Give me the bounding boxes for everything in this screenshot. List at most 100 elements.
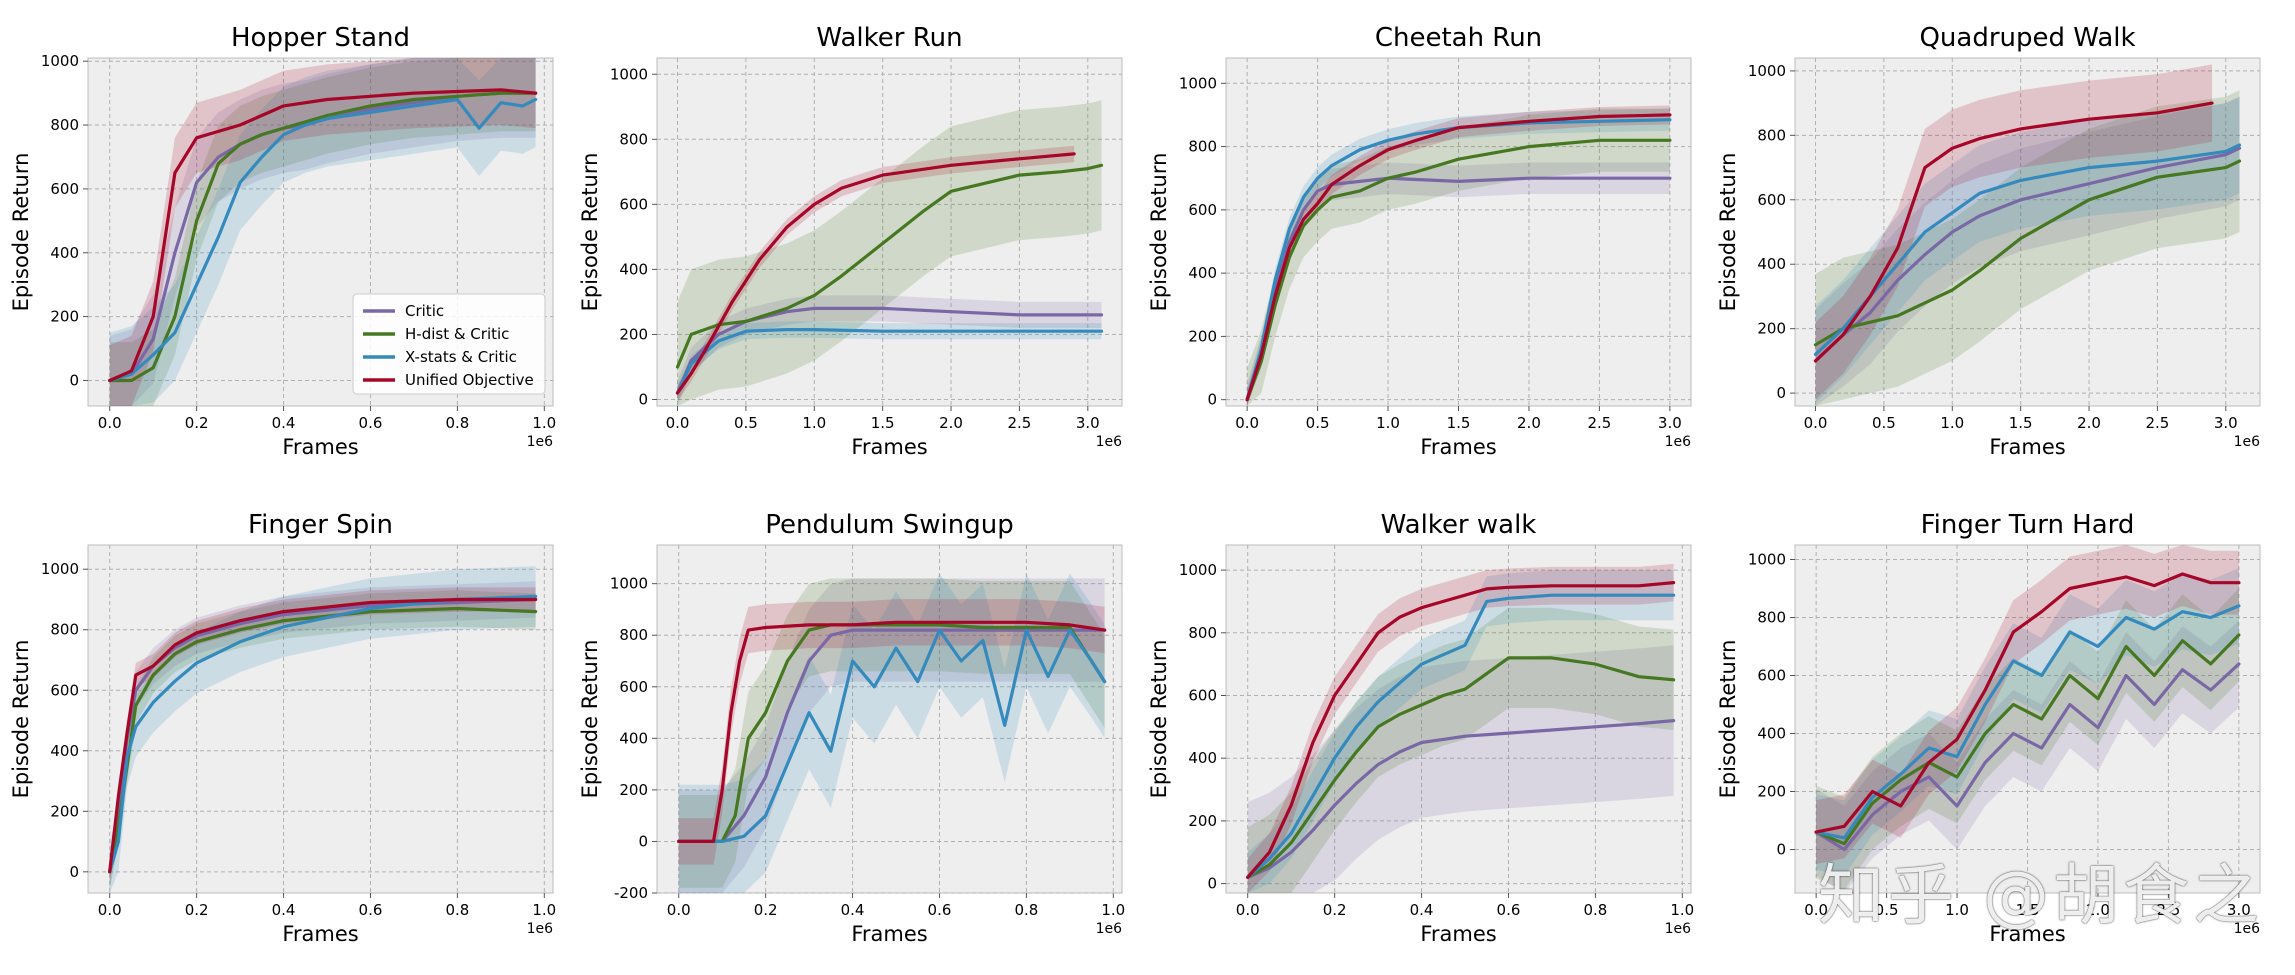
y-tick-label: 1000 [610, 65, 648, 83]
series-line [1814, 633, 2241, 846]
legend-entry-label: H-dist & Critic [405, 325, 509, 343]
y-tick-label: 1000 [41, 52, 79, 70]
x-tick-label: 1.5 [871, 414, 895, 432]
x-tick-label: 1.0 [532, 901, 556, 919]
x-axis-label: Frames [1420, 435, 1496, 459]
x-axis-label: Frames [851, 922, 927, 946]
x-tick-label: 2.5 [1007, 414, 1031, 432]
x-tick-label: 0.2 [754, 901, 778, 919]
series-line [1246, 593, 1676, 879]
y-tick-label: 600 [50, 180, 79, 198]
y-tick-label: 0 [1207, 391, 1217, 409]
plot-area [1794, 57, 2261, 407]
y-tick-label: 600 [1757, 191, 1786, 209]
x-axis-label: Frames [851, 435, 927, 459]
y-tick-label: 800 [1757, 609, 1786, 627]
series-band [678, 573, 1105, 893]
x-exponent-label: 1e6 [1096, 921, 1123, 937]
y-tick-label: 600 [1188, 686, 1217, 704]
x-tick-label: 0.6 [359, 901, 383, 919]
y-tick-label: 600 [619, 195, 648, 213]
series-line [1245, 138, 1672, 402]
x-tick-label: 0.5 [1875, 901, 1899, 919]
series-line [108, 88, 538, 383]
legend-entry-label: X-stats & Critic [405, 348, 517, 366]
x-tick-label: 0.4 [272, 901, 296, 919]
series-line [1814, 572, 2241, 834]
legend-entry-label: Critic [405, 302, 444, 320]
x-tick-label: 1.0 [1945, 901, 1969, 919]
series-band [109, 590, 536, 890]
series-band [1815, 90, 2240, 406]
x-exponent-label: 1e6 [2234, 434, 2261, 450]
series-line [108, 97, 538, 383]
x-tick-label: 2.0 [2086, 901, 2110, 919]
series-band [1816, 545, 2239, 864]
y-tick-label: 800 [50, 621, 79, 639]
series-band [109, 581, 536, 890]
series-band [1247, 607, 1674, 893]
x-tick-label: 2.5 [2145, 414, 2169, 432]
series-line [1813, 159, 2242, 347]
y-tick-label: 800 [1188, 624, 1217, 642]
x-tick-label: 0.8 [1583, 901, 1607, 919]
series-line [108, 594, 538, 874]
y-tick-label: 400 [50, 742, 79, 760]
series-band [109, 58, 536, 406]
legend-box [352, 293, 546, 395]
y-tick-label: 0 [638, 832, 648, 850]
y-tick-label: 200 [1757, 320, 1786, 338]
x-tick-label: 1.0 [802, 414, 826, 432]
y-tick-label: 1000 [1179, 74, 1217, 92]
series-band [109, 58, 536, 406]
x-exponent-label: 1e6 [1096, 434, 1123, 450]
x-tick-label: 0.0 [1804, 414, 1828, 432]
x-tick-label: 1.5 [2016, 901, 2040, 919]
legend-entry-label: Unified Objective [405, 371, 534, 389]
x-tick-label: 1.0 [1940, 414, 1964, 432]
x-tick-label: 2.0 [2077, 414, 2101, 432]
y-tick-label: 1000 [1748, 62, 1786, 80]
x-axis-label: Frames [282, 922, 358, 946]
legend: Critic H-dist & Critic X-stats & Critic Uni… [352, 293, 546, 395]
x-axis-label: Frames [1989, 922, 2065, 946]
chart-panel: 0.0 0.2 0.4 0.6 0.8 1.0 0 200 400 600 800 1000 Walke… [1147, 510, 1694, 946]
series-band [109, 566, 536, 893]
y-axis-label: Episode Return [9, 640, 33, 799]
series-band [109, 58, 536, 406]
y-tick-label: 400 [1757, 725, 1786, 743]
series-line [677, 628, 1107, 844]
x-tick-label: 2.0 [939, 414, 963, 432]
x-tick-label: 0.8 [445, 901, 469, 919]
x-tick-label: 0.5 [1872, 414, 1896, 432]
x-exponent-label: 1e6 [527, 434, 554, 450]
x-exponent-label: 1e6 [1665, 921, 1692, 937]
y-tick-label: 600 [619, 678, 648, 696]
x-tick-label: 0.5 [1306, 414, 1330, 432]
series-line [1245, 113, 1672, 402]
series-band [678, 578, 1105, 893]
series-line [675, 152, 1076, 395]
series-band [1247, 645, 1674, 893]
x-tick-label: 0.5 [734, 414, 758, 432]
x-tick-label: 3.0 [2227, 901, 2251, 919]
y-tick-label: 0 [69, 371, 79, 389]
y-axis-label: Episode Return [1716, 640, 1740, 799]
y-axis-label: Episode Return [1147, 153, 1171, 312]
x-tick-label: 0.6 [1497, 901, 1521, 919]
y-tick-label: 200 [619, 781, 648, 799]
x-tick-label: 0.0 [98, 901, 122, 919]
series-band [677, 321, 1102, 402]
x-axis-label: Frames [1420, 922, 1496, 946]
series-band [1247, 162, 1670, 406]
x-exponent-label: 1e6 [1665, 434, 1692, 450]
x-tick-label: 0.0 [667, 901, 691, 919]
y-tick-label: 400 [619, 729, 648, 747]
x-tick-label: 0.2 [1323, 901, 1347, 919]
series-line [108, 597, 538, 874]
x-tick-label: 0.0 [98, 414, 122, 432]
series-band [678, 578, 1105, 888]
chart-title: Hopper Stand [231, 23, 410, 53]
chart-title: Finger Turn Hard [1921, 510, 2135, 540]
